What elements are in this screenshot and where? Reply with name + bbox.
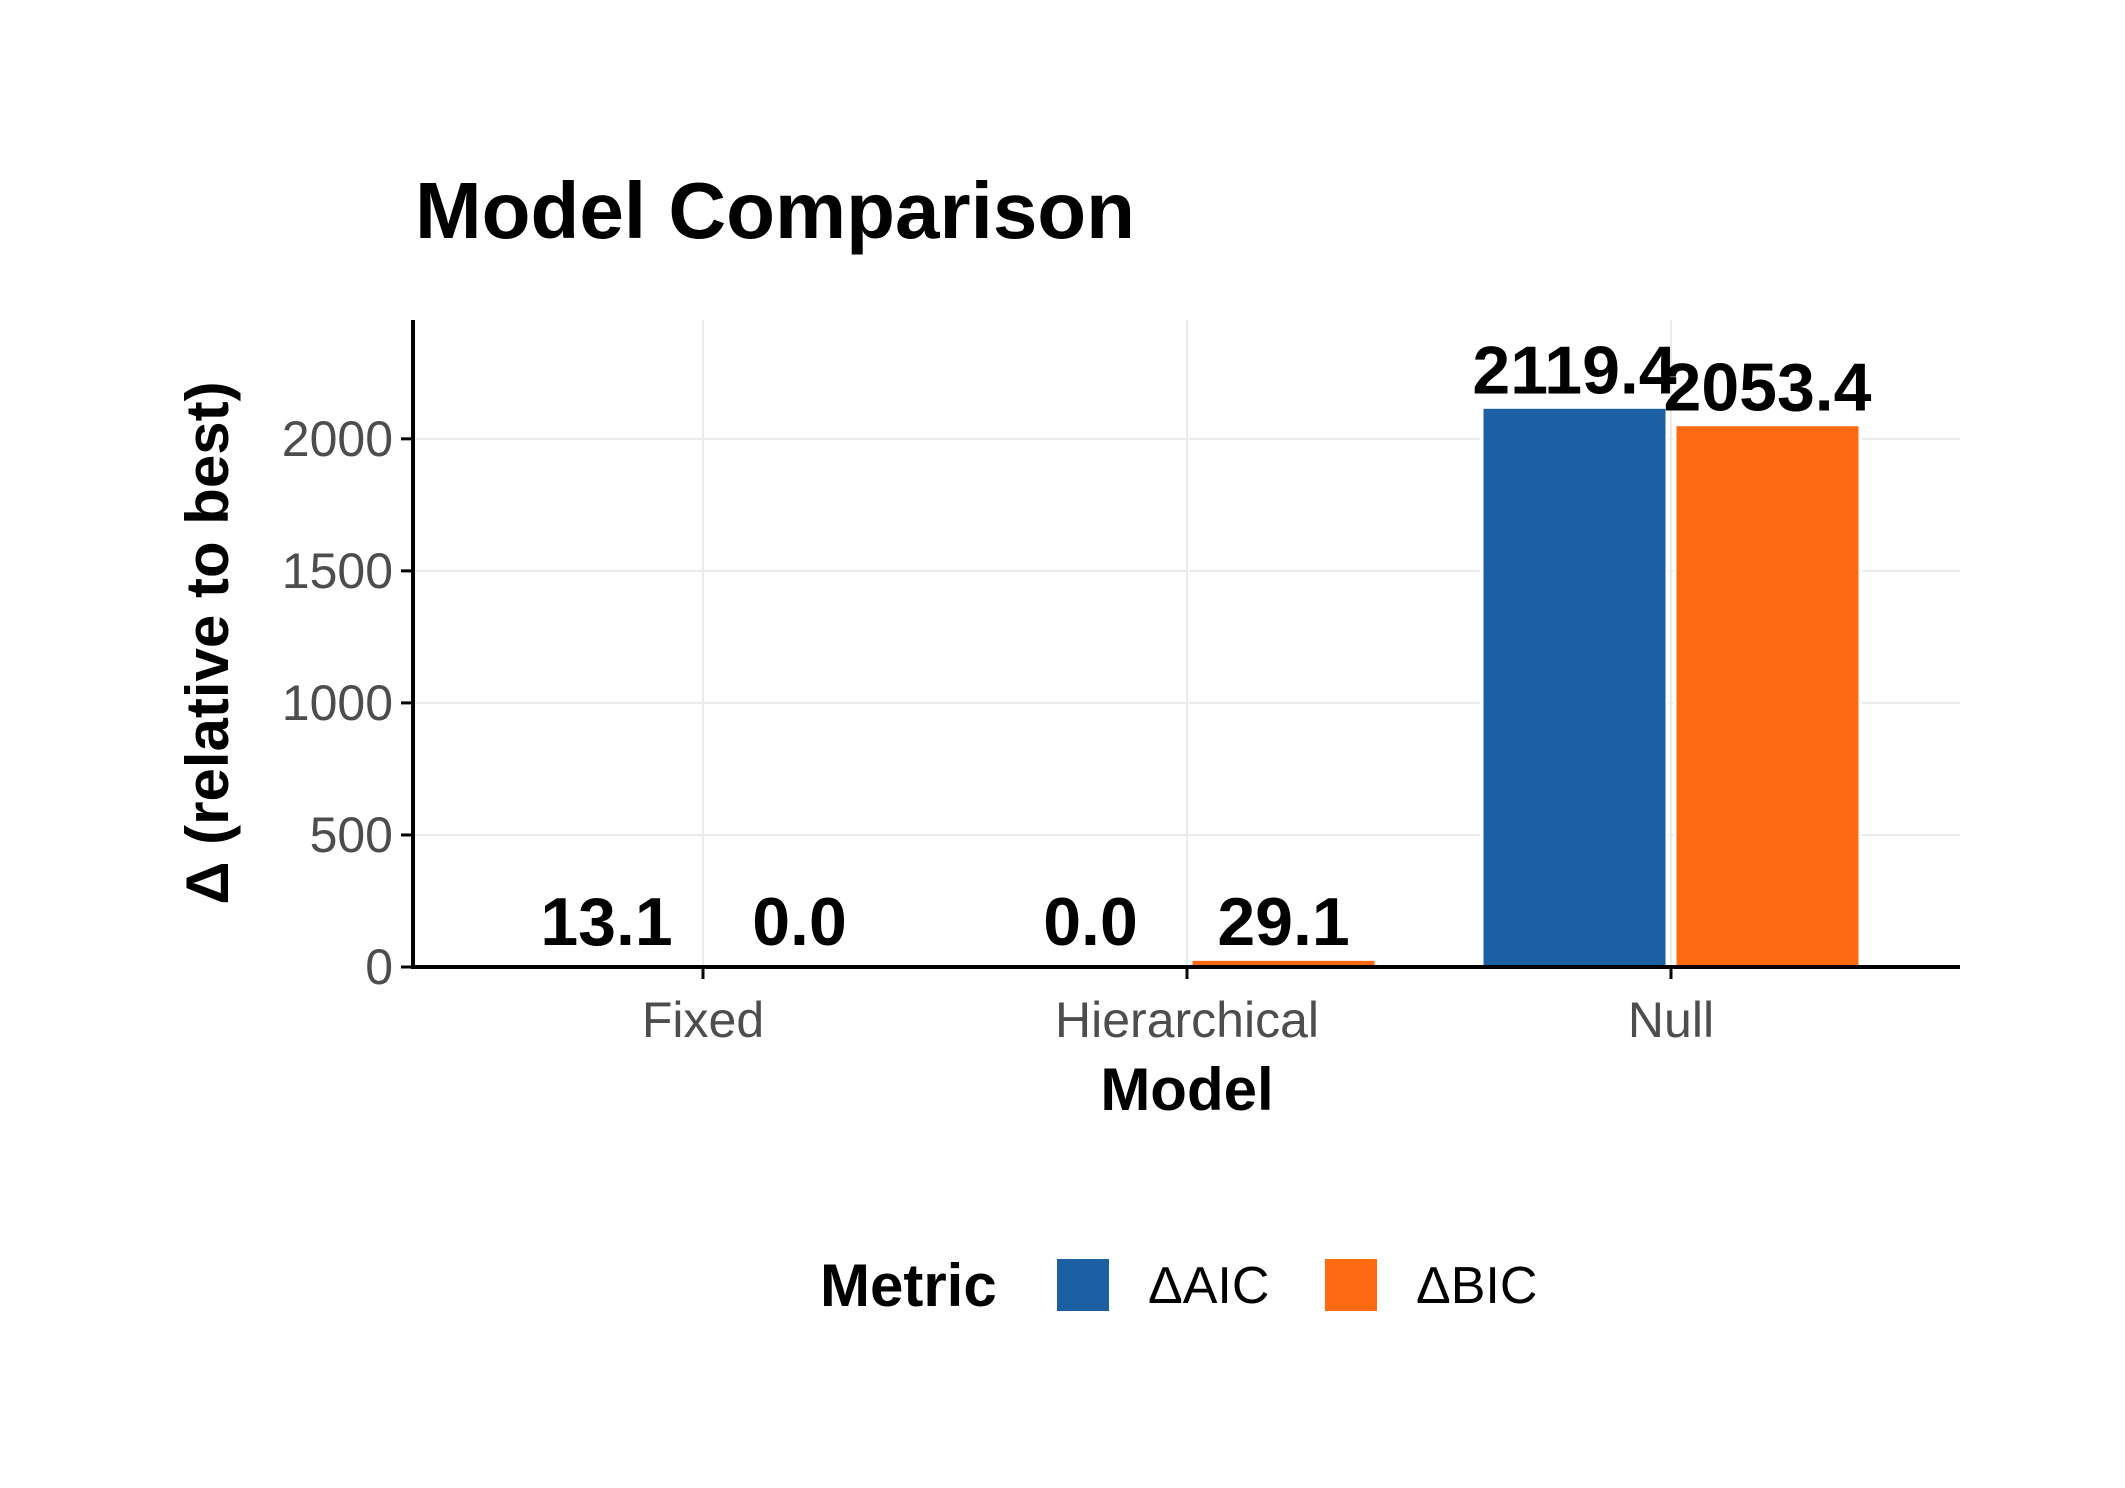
data-label: 29.1 — [1217, 884, 1349, 960]
data-label: 2053.4 — [1664, 350, 1872, 426]
y-tick-label: 1500 — [282, 543, 393, 599]
data-label: 2119.4 — [1472, 332, 1676, 408]
legend-label: ΔAIC — [1148, 1257, 1269, 1315]
legend-label: ΔBIC — [1416, 1257, 1537, 1315]
y-tick-label: 2000 — [282, 411, 393, 467]
x-tick-label: Hierarchical — [1055, 992, 1319, 1048]
legend-title: Metric — [820, 1252, 997, 1319]
bar-ΔAIC-Null — [1480, 405, 1669, 969]
legend-swatch — [1057, 1259, 1109, 1311]
legend: Metric ΔAIC ΔBIC — [820, 1252, 1537, 1319]
bar-ΔBIC-Null — [1673, 423, 1862, 969]
data-label: 0.0 — [752, 884, 847, 960]
y-tick-label: 0 — [365, 939, 393, 995]
legend-swatch — [1325, 1259, 1377, 1311]
y-axis-ticks: 0 500 1000 1500 2000 — [282, 411, 413, 995]
y-tick-label: 500 — [310, 807, 393, 863]
data-label: 13.1 — [540, 884, 672, 960]
data-label: 0.0 — [1043, 884, 1138, 960]
x-tick-label: Null — [1628, 992, 1714, 1048]
y-axis-title: Δ (relative to best) — [174, 381, 241, 904]
x-tick-label: Fixed — [642, 992, 764, 1048]
chart-title: Model Comparison — [415, 166, 1135, 255]
data-labels: 13.1 0.0 2119.4 0.0 29.1 2053.4 — [540, 332, 1871, 960]
x-axis-ticks: Fixed Hierarchical Null — [642, 967, 1714, 1048]
y-tick-label: 1000 — [282, 675, 393, 731]
x-axis-title: Model — [1100, 1056, 1273, 1123]
